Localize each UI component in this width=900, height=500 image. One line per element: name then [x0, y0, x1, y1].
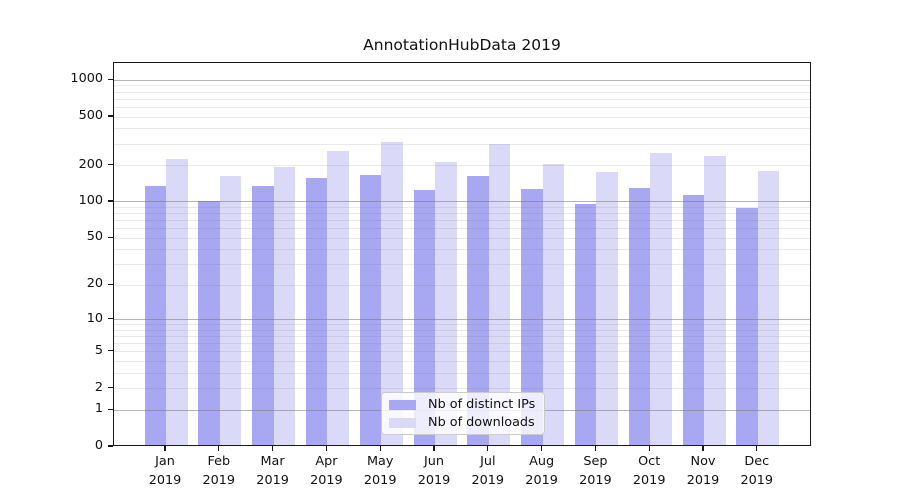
x-tick-mark-oct	[648, 446, 650, 451]
bar-ips-dec	[736, 207, 758, 445]
bar-downloads-sep	[596, 172, 618, 445]
minor-gridline-800	[114, 91, 810, 93]
y-tick-mark-1000	[108, 78, 113, 80]
y-tick-mark-10	[108, 318, 113, 320]
x-tick-label-may: May 2019	[363, 454, 397, 488]
y-tick-label-1000: 1000	[70, 71, 103, 87]
x-tick-label-dec: Dec 2019	[740, 454, 774, 488]
y-tick-label-5: 5	[94, 342, 103, 358]
legend-label-downloads: Nb of downloads	[428, 415, 535, 430]
x-tick-mark-may	[379, 446, 381, 451]
y-tick-label-1: 1	[94, 401, 103, 417]
bar-ips-may	[359, 175, 382, 445]
bar-downloads-aug	[542, 163, 565, 445]
bar-downloads-jan	[166, 158, 188, 445]
x-tick-label-aug: Aug 2019	[525, 454, 558, 488]
bar-ips-jun	[413, 189, 435, 445]
x-tick-label-nov: Nov 2019	[686, 454, 720, 488]
bar-ips-jul	[467, 175, 489, 445]
bar-downloads-nov	[704, 156, 726, 445]
minor-gridline-400	[114, 128, 810, 130]
legend-swatch-distinct-ips	[389, 399, 416, 410]
legend: Nb of distinct IPs Nb of downloads	[381, 392, 545, 435]
bar-downloads-may	[381, 142, 403, 445]
bar-ips-mar	[252, 186, 274, 445]
x-tick-mark-jun	[433, 446, 435, 451]
y-tick-mark-200	[108, 163, 113, 166]
bar-ips-nov	[682, 195, 704, 445]
minor-gridline-300	[114, 143, 810, 145]
bar-downloads-jul	[488, 143, 511, 445]
legend-row-downloads: Nb of downloads	[389, 415, 544, 430]
x-tick-label-feb: Feb 2019	[202, 454, 236, 488]
x-tick-mark-jul	[487, 446, 489, 451]
minor-gridline-600	[114, 106, 810, 108]
x-tick-label-sep: Sep 2019	[579, 454, 612, 488]
x-tick-label-oct: Oct 2019	[632, 454, 666, 488]
bar-ips-aug	[521, 188, 543, 445]
x-tick-label-jan: Jan 2019	[148, 454, 182, 488]
bar-ips-sep	[574, 204, 597, 445]
y-tick-label-100: 100	[78, 193, 103, 209]
bar-downloads-dec	[757, 171, 780, 445]
bar-downloads-apr	[327, 150, 349, 445]
bar-ips-apr	[305, 178, 328, 445]
y-tick-label-500: 500	[78, 108, 103, 124]
plot-area: Nb of distinct IPs Nb of downloads	[113, 62, 811, 446]
major-gridline-1000	[114, 79, 810, 81]
y-tick-mark-500	[108, 115, 113, 117]
x-tick-label-jul: Jul 2019	[471, 454, 505, 488]
y-tick-label-200: 200	[78, 156, 103, 172]
x-tick-mark-aug	[541, 446, 543, 451]
x-tick-mark-jan	[164, 446, 166, 451]
y-tick-mark-2	[108, 387, 113, 389]
bar-ips-jan	[144, 186, 166, 445]
x-tick-label-apr: Apr 2019	[310, 454, 343, 488]
y-tick-mark-0	[108, 445, 113, 447]
x-tick-label-jun: Jun 2019	[417, 454, 451, 488]
bar-downloads-mar	[273, 167, 296, 445]
minor-gridline-500	[114, 116, 810, 118]
bar-downloads-feb	[219, 175, 242, 445]
minor-gridline-900	[114, 85, 810, 87]
y-tick-mark-50	[108, 236, 113, 238]
x-tick-mark-sep	[594, 446, 596, 451]
y-tick-mark-100	[108, 200, 113, 202]
bar-ips-oct	[628, 188, 651, 445]
x-tick-label-mar: Mar 2019	[256, 454, 289, 488]
y-tick-mark-5	[108, 350, 113, 352]
y-tick-label-20: 20	[86, 276, 103, 292]
bar-ips-feb	[198, 201, 220, 445]
minor-gridline-700	[114, 98, 810, 100]
y-tick-label-50: 50	[86, 229, 103, 245]
legend-row-distinct-ips: Nb of distinct IPs	[389, 397, 544, 412]
bar-downloads-jun	[435, 162, 457, 445]
x-tick-mark-feb	[218, 446, 220, 451]
bar-downloads-oct	[650, 153, 672, 445]
y-tick-mark-20	[108, 283, 113, 285]
x-tick-mark-nov	[702, 446, 704, 451]
y-tick-label-10: 10	[86, 310, 103, 326]
x-tick-mark-mar	[272, 446, 274, 451]
x-tick-mark-apr	[325, 446, 327, 451]
legend-label-distinct-ips: Nb of distinct IPs	[428, 397, 536, 412]
x-tick-mark-dec	[756, 446, 758, 451]
y-tick-label-2: 2	[94, 379, 103, 395]
y-tick-label-0: 0	[94, 438, 103, 453]
y-tick-mark-1	[108, 408, 113, 410]
chart-title: AnnotationHubData 2019	[363, 36, 561, 54]
legend-swatch-downloads	[389, 417, 416, 428]
